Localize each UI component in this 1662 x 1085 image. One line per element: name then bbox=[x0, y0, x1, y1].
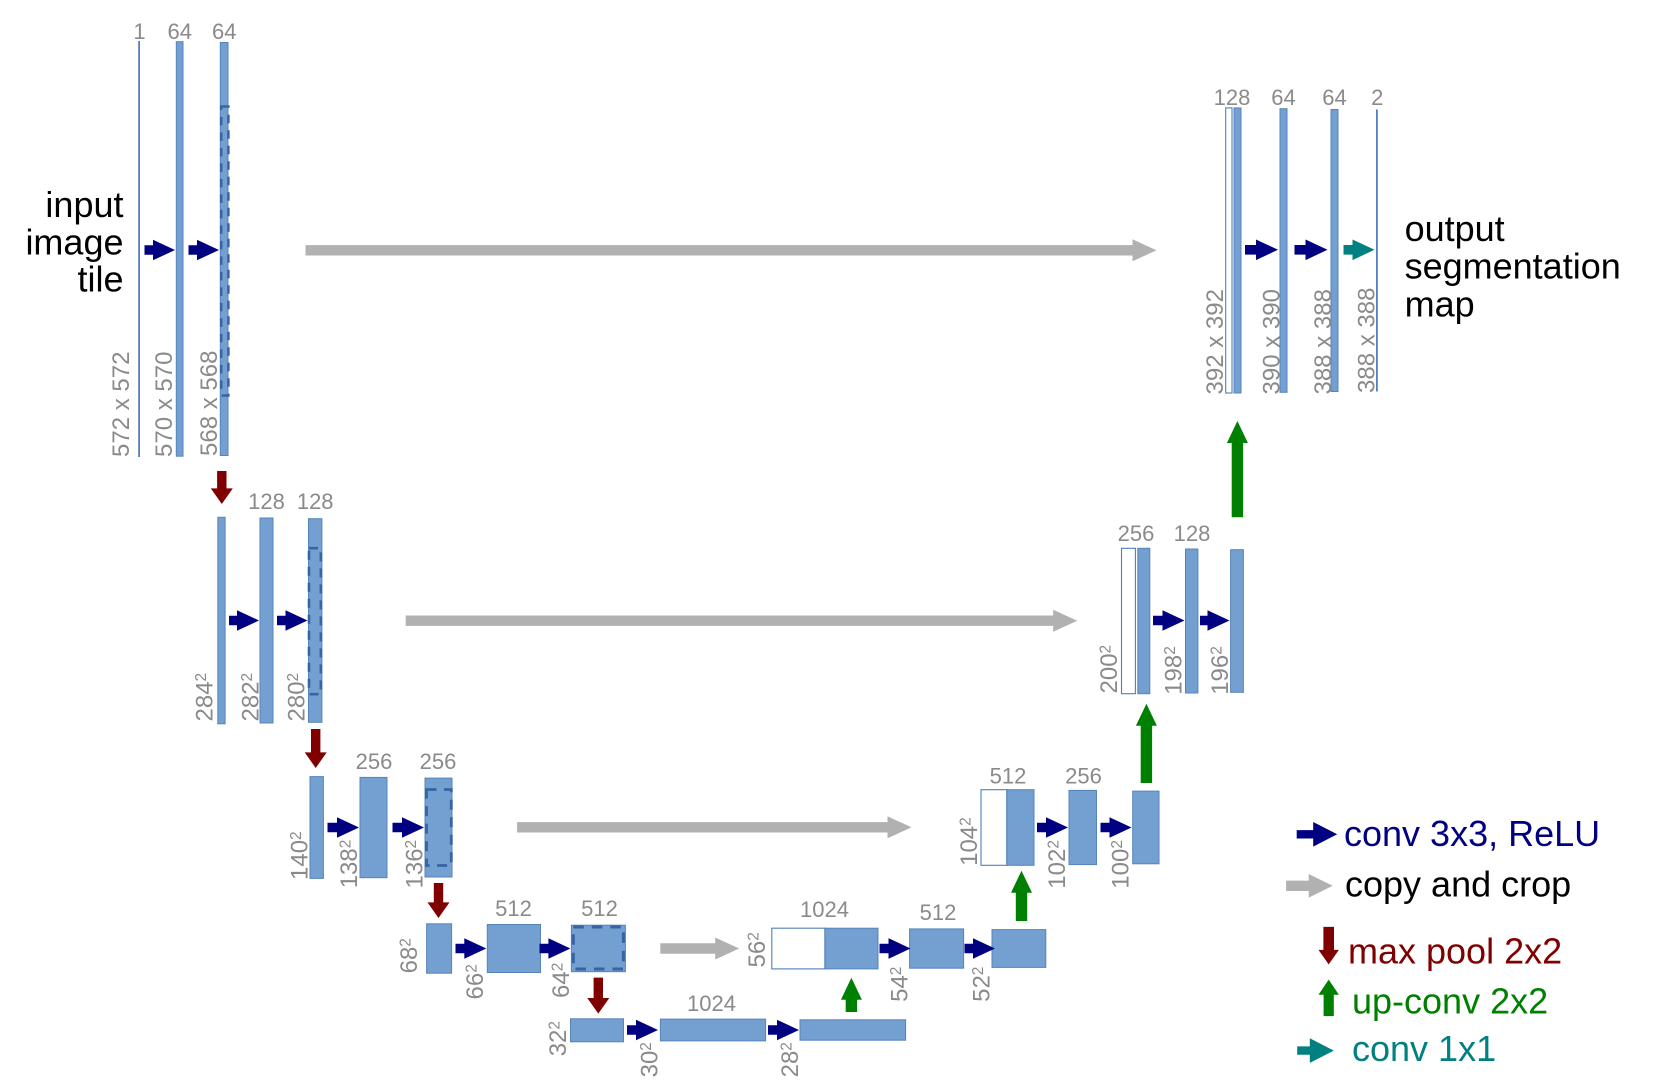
svg-text:1024: 1024 bbox=[800, 897, 849, 922]
svg-text:512: 512 bbox=[495, 896, 532, 921]
svg-text:1022: 1022 bbox=[1044, 840, 1071, 889]
svg-text:tile: tile bbox=[77, 259, 123, 300]
svg-text:copy and crop: copy and crop bbox=[1345, 864, 1571, 905]
svg-text:up-conv 2x2: up-conv 2x2 bbox=[1352, 981, 1548, 1022]
svg-text:conv 3x3, ReLU: conv 3x3, ReLU bbox=[1344, 813, 1600, 854]
svg-text:image: image bbox=[25, 221, 123, 262]
svg-text:512: 512 bbox=[990, 764, 1027, 789]
svg-text:128: 128 bbox=[248, 489, 285, 514]
svg-text:512: 512 bbox=[581, 896, 618, 921]
svg-text:64: 64 bbox=[167, 19, 191, 44]
svg-text:1: 1 bbox=[133, 19, 145, 44]
svg-text:map: map bbox=[1405, 283, 1475, 324]
svg-text:572 x 572: 572 x 572 bbox=[108, 352, 135, 457]
svg-text:392 x 392: 392 x 392 bbox=[1202, 289, 1229, 394]
svg-text:2: 2 bbox=[1371, 85, 1383, 110]
svg-text:max pool 2x2: max pool 2x2 bbox=[1348, 931, 1562, 972]
svg-text:390 x 390: 390 x 390 bbox=[1259, 289, 1286, 394]
svg-text:64: 64 bbox=[212, 19, 236, 44]
svg-text:1024: 1024 bbox=[687, 991, 736, 1016]
svg-text:output: output bbox=[1405, 208, 1505, 249]
svg-text:conv 1x1: conv 1x1 bbox=[1352, 1028, 1496, 1069]
svg-text:128: 128 bbox=[1174, 521, 1211, 546]
svg-text:570 x 570: 570 x 570 bbox=[151, 352, 178, 457]
svg-text:256: 256 bbox=[1065, 764, 1102, 789]
svg-text:input: input bbox=[45, 184, 123, 225]
svg-text:568 x 568: 568 x 568 bbox=[196, 351, 223, 456]
svg-text:512: 512 bbox=[920, 900, 957, 925]
svg-text:128: 128 bbox=[1214, 85, 1251, 110]
svg-text:segmentation: segmentation bbox=[1405, 246, 1621, 287]
svg-text:128: 128 bbox=[297, 489, 334, 514]
svg-text:388 x 388: 388 x 388 bbox=[1354, 288, 1381, 393]
svg-text:256: 256 bbox=[420, 749, 457, 774]
svg-text:256: 256 bbox=[1118, 521, 1155, 546]
svg-text:64: 64 bbox=[1271, 85, 1295, 110]
svg-text:64: 64 bbox=[1322, 85, 1346, 110]
svg-text:256: 256 bbox=[356, 749, 393, 774]
svg-text:388 x 388: 388 x 388 bbox=[1310, 289, 1337, 394]
